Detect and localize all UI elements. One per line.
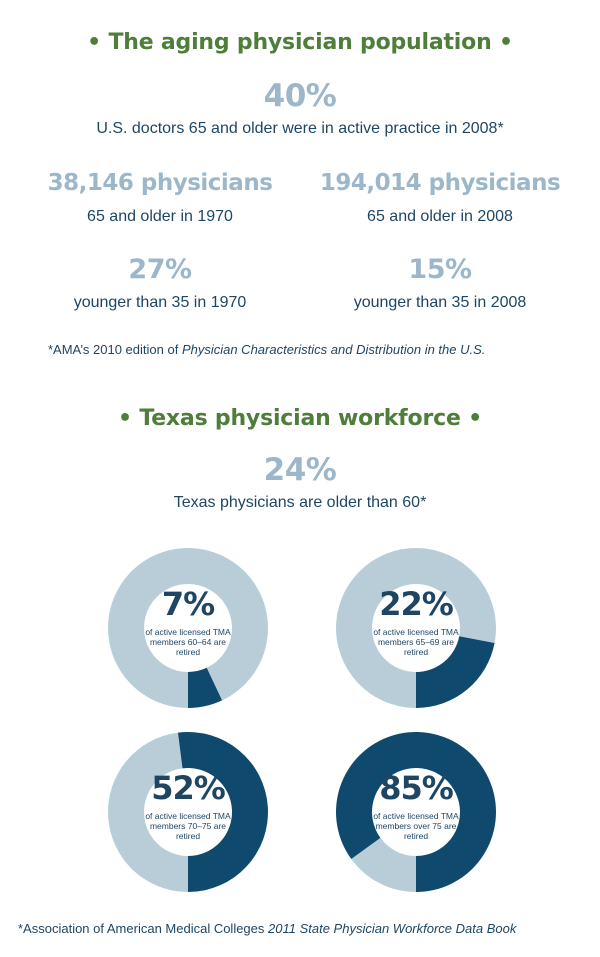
donut-remainder-segment <box>351 837 416 892</box>
donut-chart-60-64: 7% of active licensed TMA members 60–64 … <box>103 543 273 713</box>
donut-retired-segment <box>416 636 495 708</box>
footnote-aamc-text: *Association of American Medical College… <box>18 921 269 936</box>
donut-retired-segment <box>336 732 496 892</box>
donut-caption: of active licensed TMA members 70–75 are… <box>145 811 231 841</box>
donut-remainder-segment <box>107 732 188 892</box>
stat-1970-young-caption: younger than 35 in 1970 <box>73 294 247 311</box>
section-title-aging: • The aging physician population • <box>87 30 513 55</box>
donut-chart-over-75: 85% of active licensed TMA members over … <box>331 727 501 897</box>
footnote-ama-title: Physician Characteristics and Distributi… <box>181 342 486 357</box>
section-title-texas: • Texas physician workforce • <box>118 406 482 431</box>
footnote-ama-text: *AMA’s 2010 edition of <box>48 342 182 357</box>
donut-percent: 7% <box>161 585 215 623</box>
stat-2008-physicians: 194,014 physicians <box>319 170 561 196</box>
donut-remainder-segment <box>108 548 268 708</box>
donut-caption: of active licensed TMA members 65–69 are… <box>373 627 459 657</box>
stat-1970-physicians-caption: 65 and older in 1970 <box>87 208 233 225</box>
footnote-ama: *AMA’s 2010 edition of Physician Charact… <box>48 342 485 357</box>
donut-chart-65-69: 22% of active licensed TMA members 65–69… <box>331 543 501 713</box>
donut-svg <box>336 732 496 892</box>
donut-percent: 52% <box>151 769 226 807</box>
stat-1970-young: 27% <box>128 254 192 285</box>
stat-1970-physicians: 38,146 physicians <box>47 170 273 196</box>
donut-svg <box>335 548 496 708</box>
headline-stat-24: 24% <box>263 452 337 488</box>
donut-remainder-segment <box>335 548 496 708</box>
texas-headline-caption: Texas physicians are older than 60* <box>173 494 427 511</box>
headline-caption: U.S. doctors 65 and older were in active… <box>96 120 504 137</box>
donut-caption: of active licensed TMA members 60–64 are… <box>145 627 231 657</box>
donut-chart-70-75: 52% of active licensed TMA members 70–75… <box>103 727 273 897</box>
stat-2008-young-caption: younger than 35 in 2008 <box>353 294 527 311</box>
donut-svg <box>107 732 268 892</box>
stat-2008-young: 15% <box>408 254 472 285</box>
donut-retired-segment <box>177 732 268 892</box>
donut-percent: 85% <box>379 769 454 807</box>
donut-caption: of active licensed TMA members over 75 a… <box>373 811 459 841</box>
donut-percent: 22% <box>379 585 454 623</box>
stat-2008-physicians-caption: 65 and older in 2008 <box>367 208 513 225</box>
donut-svg <box>108 548 268 708</box>
headline-stat-40: 40% <box>263 78 337 114</box>
footnote-aamc-title: 2011 State Physician Workforce Data Book <box>268 921 517 936</box>
donut-retired-segment <box>188 667 223 708</box>
footnote-aamc: *Association of American Medical College… <box>18 921 516 936</box>
